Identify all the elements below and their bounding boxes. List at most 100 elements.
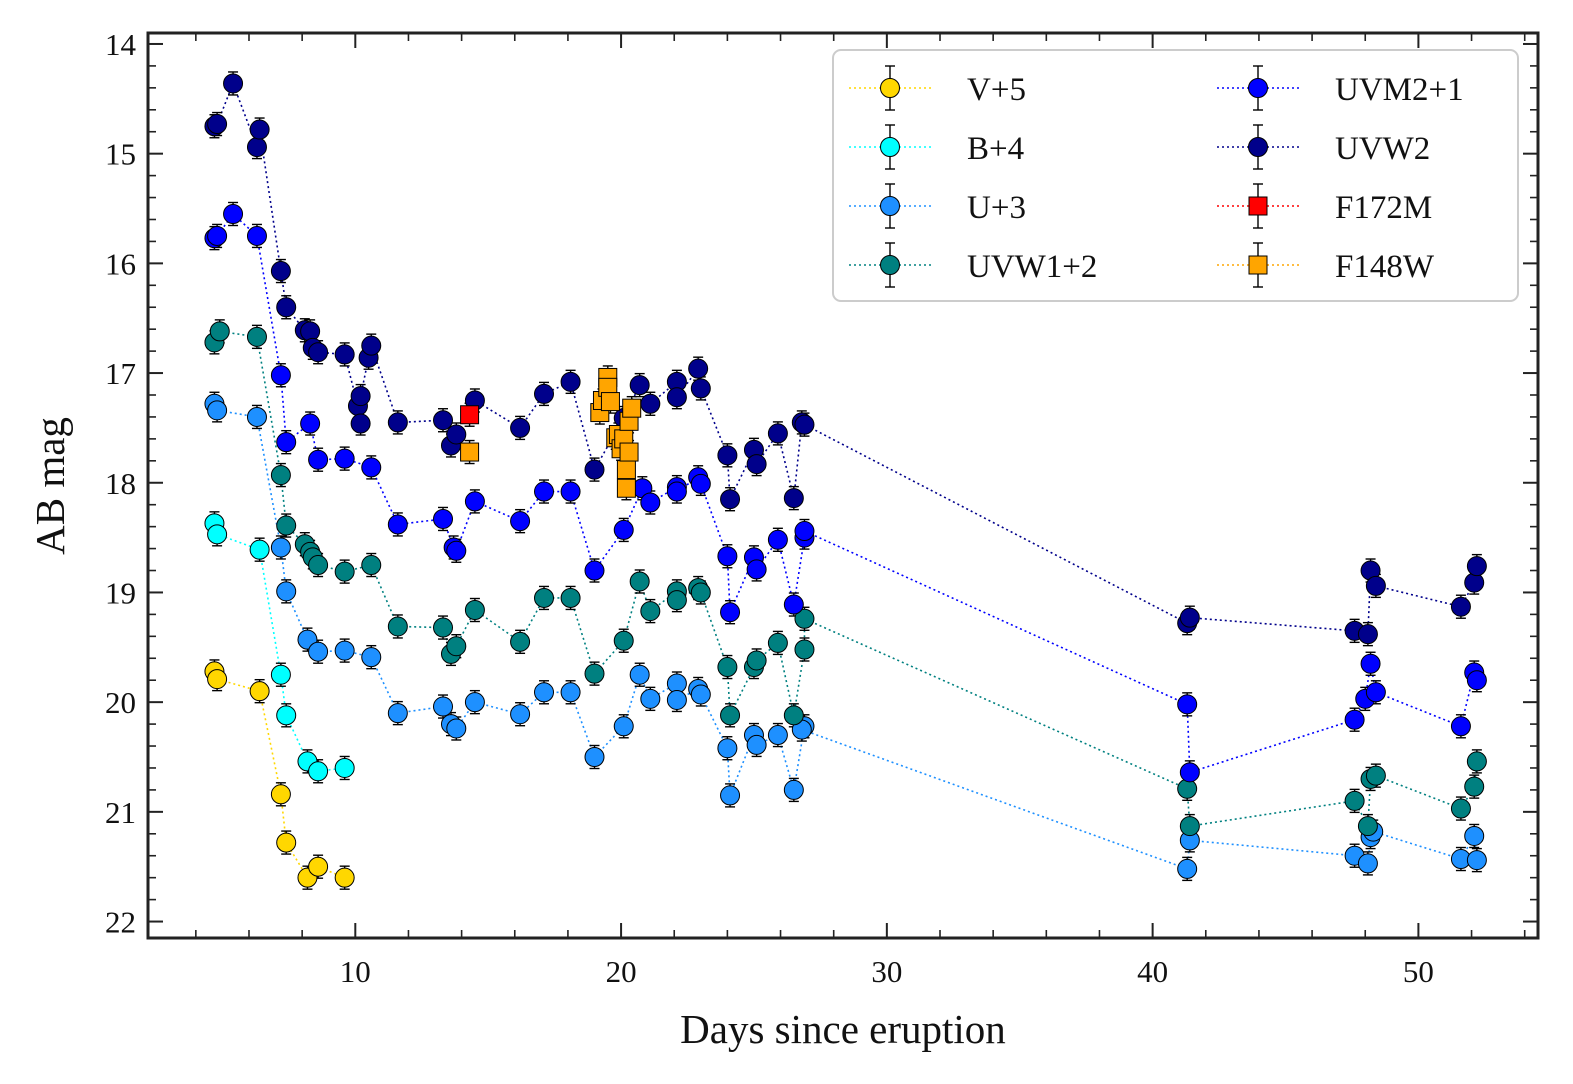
data-point-uvw1-2	[270, 465, 291, 486]
data-point-u-3	[276, 581, 297, 602]
data-point-v-5	[308, 856, 329, 877]
x-axis-label: Days since eruption	[680, 1006, 1006, 1052]
legend-entry-v-5: V+5	[849, 65, 1026, 111]
data-point-uvm2-1	[690, 473, 711, 494]
data-point-uvm2-1	[720, 602, 741, 623]
data-point-uvw2	[207, 114, 228, 135]
data-point-uvw2	[717, 445, 738, 466]
data-point-uvm2-1	[783, 594, 804, 615]
data-point-uvw2	[1365, 575, 1386, 596]
data-point-b-4	[276, 705, 297, 726]
data-point-uvw1-2	[446, 636, 467, 657]
data-point-u-3	[666, 689, 687, 710]
data-point-uvw2	[767, 423, 788, 444]
tick-labels: 10 20 30 40 50 14 15 16 17 18 19 20 21 22	[105, 27, 1434, 989]
data-point-uvm2-1	[1365, 682, 1386, 703]
legend-label-v-5: V+5	[967, 72, 1026, 108]
data-point-uvw2	[350, 413, 371, 434]
data-point-uvm2-1	[640, 492, 661, 513]
data-point-uvw2	[560, 371, 581, 392]
data-point-f148w	[616, 460, 636, 480]
series-line-u-3	[213, 403, 1478, 870]
data-point-uvw1-2	[560, 587, 581, 608]
legend-entry-b-4: B+4	[849, 124, 1024, 170]
data-point-v-5	[270, 784, 291, 805]
data-point-uvm2-1	[270, 365, 291, 386]
data-point-uvm2-1	[223, 204, 244, 224]
data-point-uvm2-1	[246, 225, 267, 246]
data-point-u-3	[1464, 825, 1485, 846]
data-point-uvw2	[350, 386, 371, 407]
legend-marker-u-3	[880, 196, 900, 216]
legend-marker-f172m	[1248, 196, 1268, 216]
data-point-uvm2-1	[534, 481, 555, 502]
y-tick-label: 21	[105, 795, 136, 830]
data-point-u-3	[783, 779, 804, 800]
data-point-uvw2	[223, 73, 244, 94]
data-point-uvw1-2	[276, 515, 297, 536]
data-point-uvw1-2	[534, 587, 555, 608]
data-point-u-3	[334, 640, 355, 661]
data-point-uvw1-2	[464, 600, 485, 621]
data-point-uvw1-2	[783, 705, 804, 726]
data-point-uvm2-1	[446, 540, 467, 561]
data-point-f148w	[616, 478, 636, 498]
data-point-uvm2-1	[276, 432, 297, 453]
data-point-f172m	[460, 405, 480, 425]
data-point-uvw1-2	[720, 705, 741, 726]
data-point-uvw1-2	[1450, 798, 1471, 819]
data-point-b-4	[249, 539, 270, 560]
data-point-u-3	[640, 688, 661, 709]
x-tick-label: 30	[871, 954, 902, 989]
legend-label-u-3: U+3	[967, 190, 1026, 226]
data-point-f148w	[600, 392, 620, 412]
data-point-uvw2	[794, 414, 815, 435]
data-point-uvw2	[510, 417, 531, 438]
data-point-uvw1-2	[361, 555, 382, 576]
data-point-uvw1-2	[334, 561, 355, 582]
data-point-uvw2	[1466, 556, 1487, 577]
data-point-uvm2-1	[510, 511, 531, 532]
data-point-uvw2	[1450, 596, 1471, 617]
legend-label-f148w: F148W	[1335, 249, 1435, 285]
data-point-uvm2-1	[560, 481, 581, 502]
data-point-uvw1-2	[640, 601, 661, 622]
data-point-uvm2-1	[300, 413, 321, 434]
data-point-uvm2-1	[584, 560, 605, 581]
series-line-uvw1-2	[213, 330, 1478, 830]
data-point-uvw1-2	[1357, 816, 1378, 837]
data-point-u-3	[560, 682, 581, 703]
data-point-uvm2-1	[746, 559, 767, 580]
data-point-v-5	[207, 669, 228, 690]
data-point-b-4	[334, 757, 355, 778]
data-point-uvm2-1	[1450, 716, 1471, 737]
data-point-u-3	[613, 716, 634, 737]
data-point-uvw1-2	[613, 630, 634, 651]
axis-ticks	[148, 33, 1538, 938]
legend-marker-uvw2	[1248, 137, 1268, 157]
data-point-b-4	[308, 761, 329, 782]
data-point-uvw1-2	[717, 657, 738, 678]
y-tick-label: 20	[105, 685, 136, 720]
data-point-uvw1-2	[308, 555, 329, 576]
data-point-u-3	[690, 684, 711, 705]
data-point-uvw1-2	[629, 571, 650, 592]
legend-entry-f148w: F148W	[1217, 242, 1435, 288]
data-point-uvw1-2	[1365, 765, 1386, 786]
data-point-uvw2	[720, 489, 741, 510]
data-point-f148w	[460, 442, 480, 462]
data-point-uvw1-2	[690, 582, 711, 603]
data-point-u-3	[584, 747, 605, 767]
data-point-f148w	[622, 398, 642, 418]
legend-entry-u-3: U+3	[849, 183, 1026, 229]
legend: V+5 B+4 U+3 UVW1+2 UVM2+1 UVW2 F172M F148W	[832, 49, 1519, 302]
data-point-uvm2-1	[464, 491, 485, 512]
data-point-uvw1-2	[794, 639, 815, 660]
data-point-uvw1-2	[1464, 776, 1485, 797]
y-tick-label: 16	[105, 246, 136, 281]
data-point-uvm2-1	[1344, 709, 1365, 730]
data-point-uvw1-2	[209, 321, 230, 342]
data-point-uvw1-2	[1344, 790, 1365, 811]
data-point-uvm2-1	[1179, 762, 1200, 783]
